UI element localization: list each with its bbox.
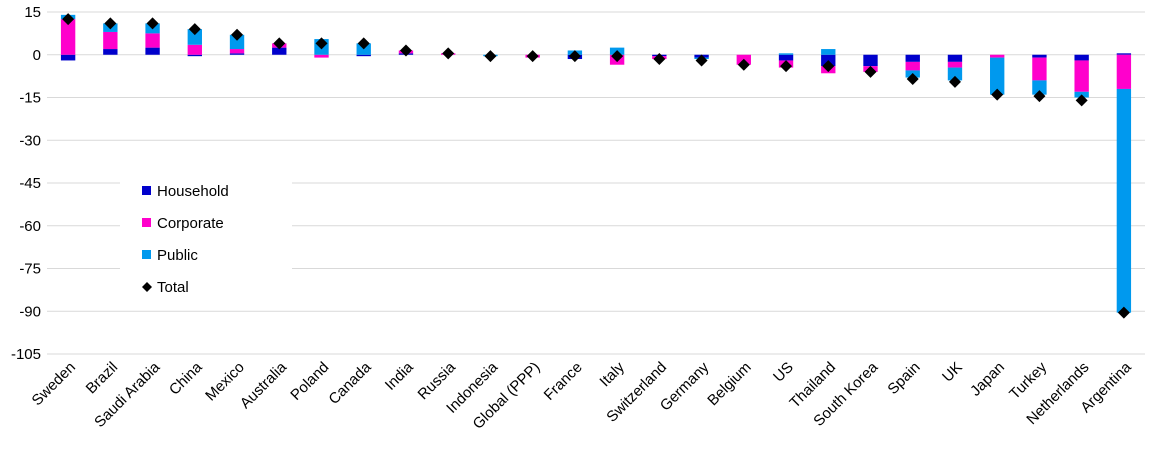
bar-public	[1032, 80, 1047, 95]
legend-swatch-public	[142, 250, 151, 259]
x-tick-label: Belgium	[704, 359, 754, 409]
bar-corporate	[1116, 54, 1132, 89]
x-tick-label: China	[166, 358, 206, 398]
legend-label-corporate: Corporate	[157, 215, 224, 232]
bar-public	[1116, 88, 1132, 313]
x-tick-label: Sweden	[29, 359, 79, 409]
bar-household	[229, 53, 245, 55]
bar-household	[187, 54, 202, 57]
legend-swatch-total	[142, 282, 152, 292]
legend-swatch-household	[142, 186, 151, 195]
bar-corporate	[145, 33, 160, 48]
total-marker	[146, 17, 159, 30]
bar-public	[947, 67, 963, 81]
total-marker	[822, 60, 835, 73]
y-tick-label: -45	[19, 175, 41, 192]
x-tick-label: Canada	[325, 358, 375, 408]
total-marker	[653, 53, 666, 66]
bar-corporate	[60, 19, 76, 55]
bar-household	[778, 54, 794, 61]
bar-household	[905, 54, 920, 62]
bar-household	[1074, 54, 1089, 61]
total-marker	[864, 65, 877, 78]
y-tick-label: 0	[33, 47, 41, 64]
bar-public	[778, 53, 794, 55]
y-axis: 15 0 -15 -30 -45 -60 -75 -90 -105	[11, 4, 41, 363]
bar-corporate	[103, 31, 118, 50]
bar-household	[272, 47, 287, 55]
y-tick-label: 15	[24, 4, 41, 21]
total-marker	[357, 37, 370, 50]
x-tick-label: US	[770, 359, 797, 386]
bar-household	[103, 49, 118, 55]
x-tick-label: Brazil	[83, 359, 122, 398]
bar-household	[1116, 53, 1132, 55]
total-marker	[273, 37, 286, 50]
y-tick-label: -75	[19, 261, 41, 278]
total-marker	[104, 17, 117, 30]
bar-corporate	[1032, 57, 1047, 81]
total-marker	[611, 50, 624, 63]
bar-corporate	[314, 54, 329, 58]
total-marker	[526, 50, 539, 63]
total-marker	[568, 50, 581, 63]
bar-corporate	[905, 61, 920, 71]
total-marker	[1117, 306, 1130, 319]
total-marker	[62, 13, 75, 26]
bar-public	[990, 57, 1005, 95]
legend-label-total: Total	[157, 279, 189, 296]
x-tick-label: Australia	[237, 358, 291, 412]
x-tick-label: Italy	[596, 358, 628, 390]
legend-label-household: Household	[157, 183, 229, 200]
total-marker	[948, 75, 961, 88]
bar-corporate	[1074, 60, 1089, 92]
total-marker	[231, 28, 244, 41]
total-marker	[188, 23, 201, 36]
total-marker	[315, 37, 328, 50]
legend-swatch-corporate	[142, 218, 151, 227]
y-tick-label: -90	[19, 303, 41, 320]
bar-household	[863, 54, 878, 67]
total-marker	[484, 50, 497, 63]
bar-household	[145, 47, 160, 55]
bar-public	[229, 34, 245, 50]
x-tick-label: UK	[939, 359, 966, 386]
bar-household	[1032, 54, 1047, 58]
bar-household	[356, 54, 371, 57]
bar-public	[821, 49, 836, 55]
x-tick-label: Japan	[967, 359, 1008, 400]
x-tick-label: Spain	[884, 359, 923, 398]
total-marker	[1033, 90, 1046, 103]
total-marker	[780, 60, 793, 73]
y-tick-label: -105	[11, 346, 41, 363]
total-marker	[695, 54, 708, 67]
total-markers	[62, 13, 1130, 319]
legend-label-public: Public	[157, 247, 198, 264]
y-tick-label: -15	[19, 90, 41, 107]
total-marker	[991, 88, 1004, 101]
bar-household	[60, 54, 76, 61]
bar-corporate	[990, 54, 1005, 58]
y-tick-label: -30	[19, 132, 41, 149]
bar-corporate	[229, 49, 245, 54]
x-tick-label: France	[541, 359, 586, 404]
bar-public	[187, 29, 202, 45]
legend: Household Corporate Public Total	[120, 170, 292, 304]
bar-corporate	[947, 61, 963, 68]
total-marker	[442, 47, 455, 60]
bar-corporate	[187, 44, 202, 55]
y-tick-label: -60	[19, 218, 41, 235]
total-marker	[906, 72, 919, 85]
x-tick-label: India	[382, 358, 417, 393]
total-marker	[737, 58, 750, 71]
bar-household	[947, 54, 963, 62]
total-marker	[1075, 94, 1088, 107]
total-marker	[399, 44, 412, 57]
